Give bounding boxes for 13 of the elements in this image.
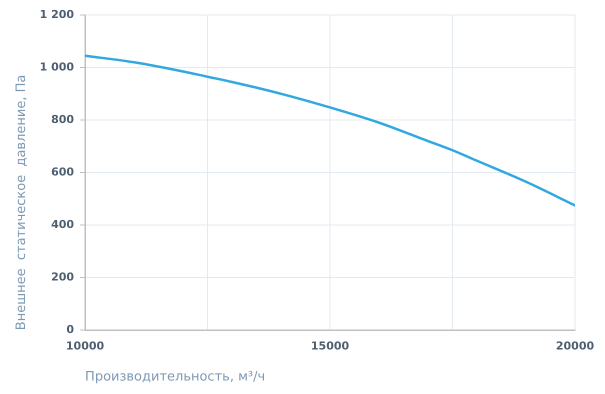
line-series (85, 54, 575, 207)
y-tick-label: 600 (51, 165, 74, 178)
x-tick-label: 10000 (66, 340, 105, 353)
y-tick-label: 200 (51, 270, 74, 284)
y-tick-label: 1 200 (40, 8, 74, 21)
x-tick-label: 15000 (310, 340, 350, 353)
x-axis-title: Производительность, м³/ч (85, 370, 266, 385)
y-tick-label: 400 (51, 218, 74, 231)
y-tick-label: 800 (51, 112, 74, 126)
y-axis-title: Внешнее статическое давление, Па (14, 74, 30, 330)
y-tick-label: 1 000 (40, 60, 74, 74)
y-tick-label: 0 (66, 323, 74, 336)
x-tick-label: 20000 (556, 340, 594, 353)
